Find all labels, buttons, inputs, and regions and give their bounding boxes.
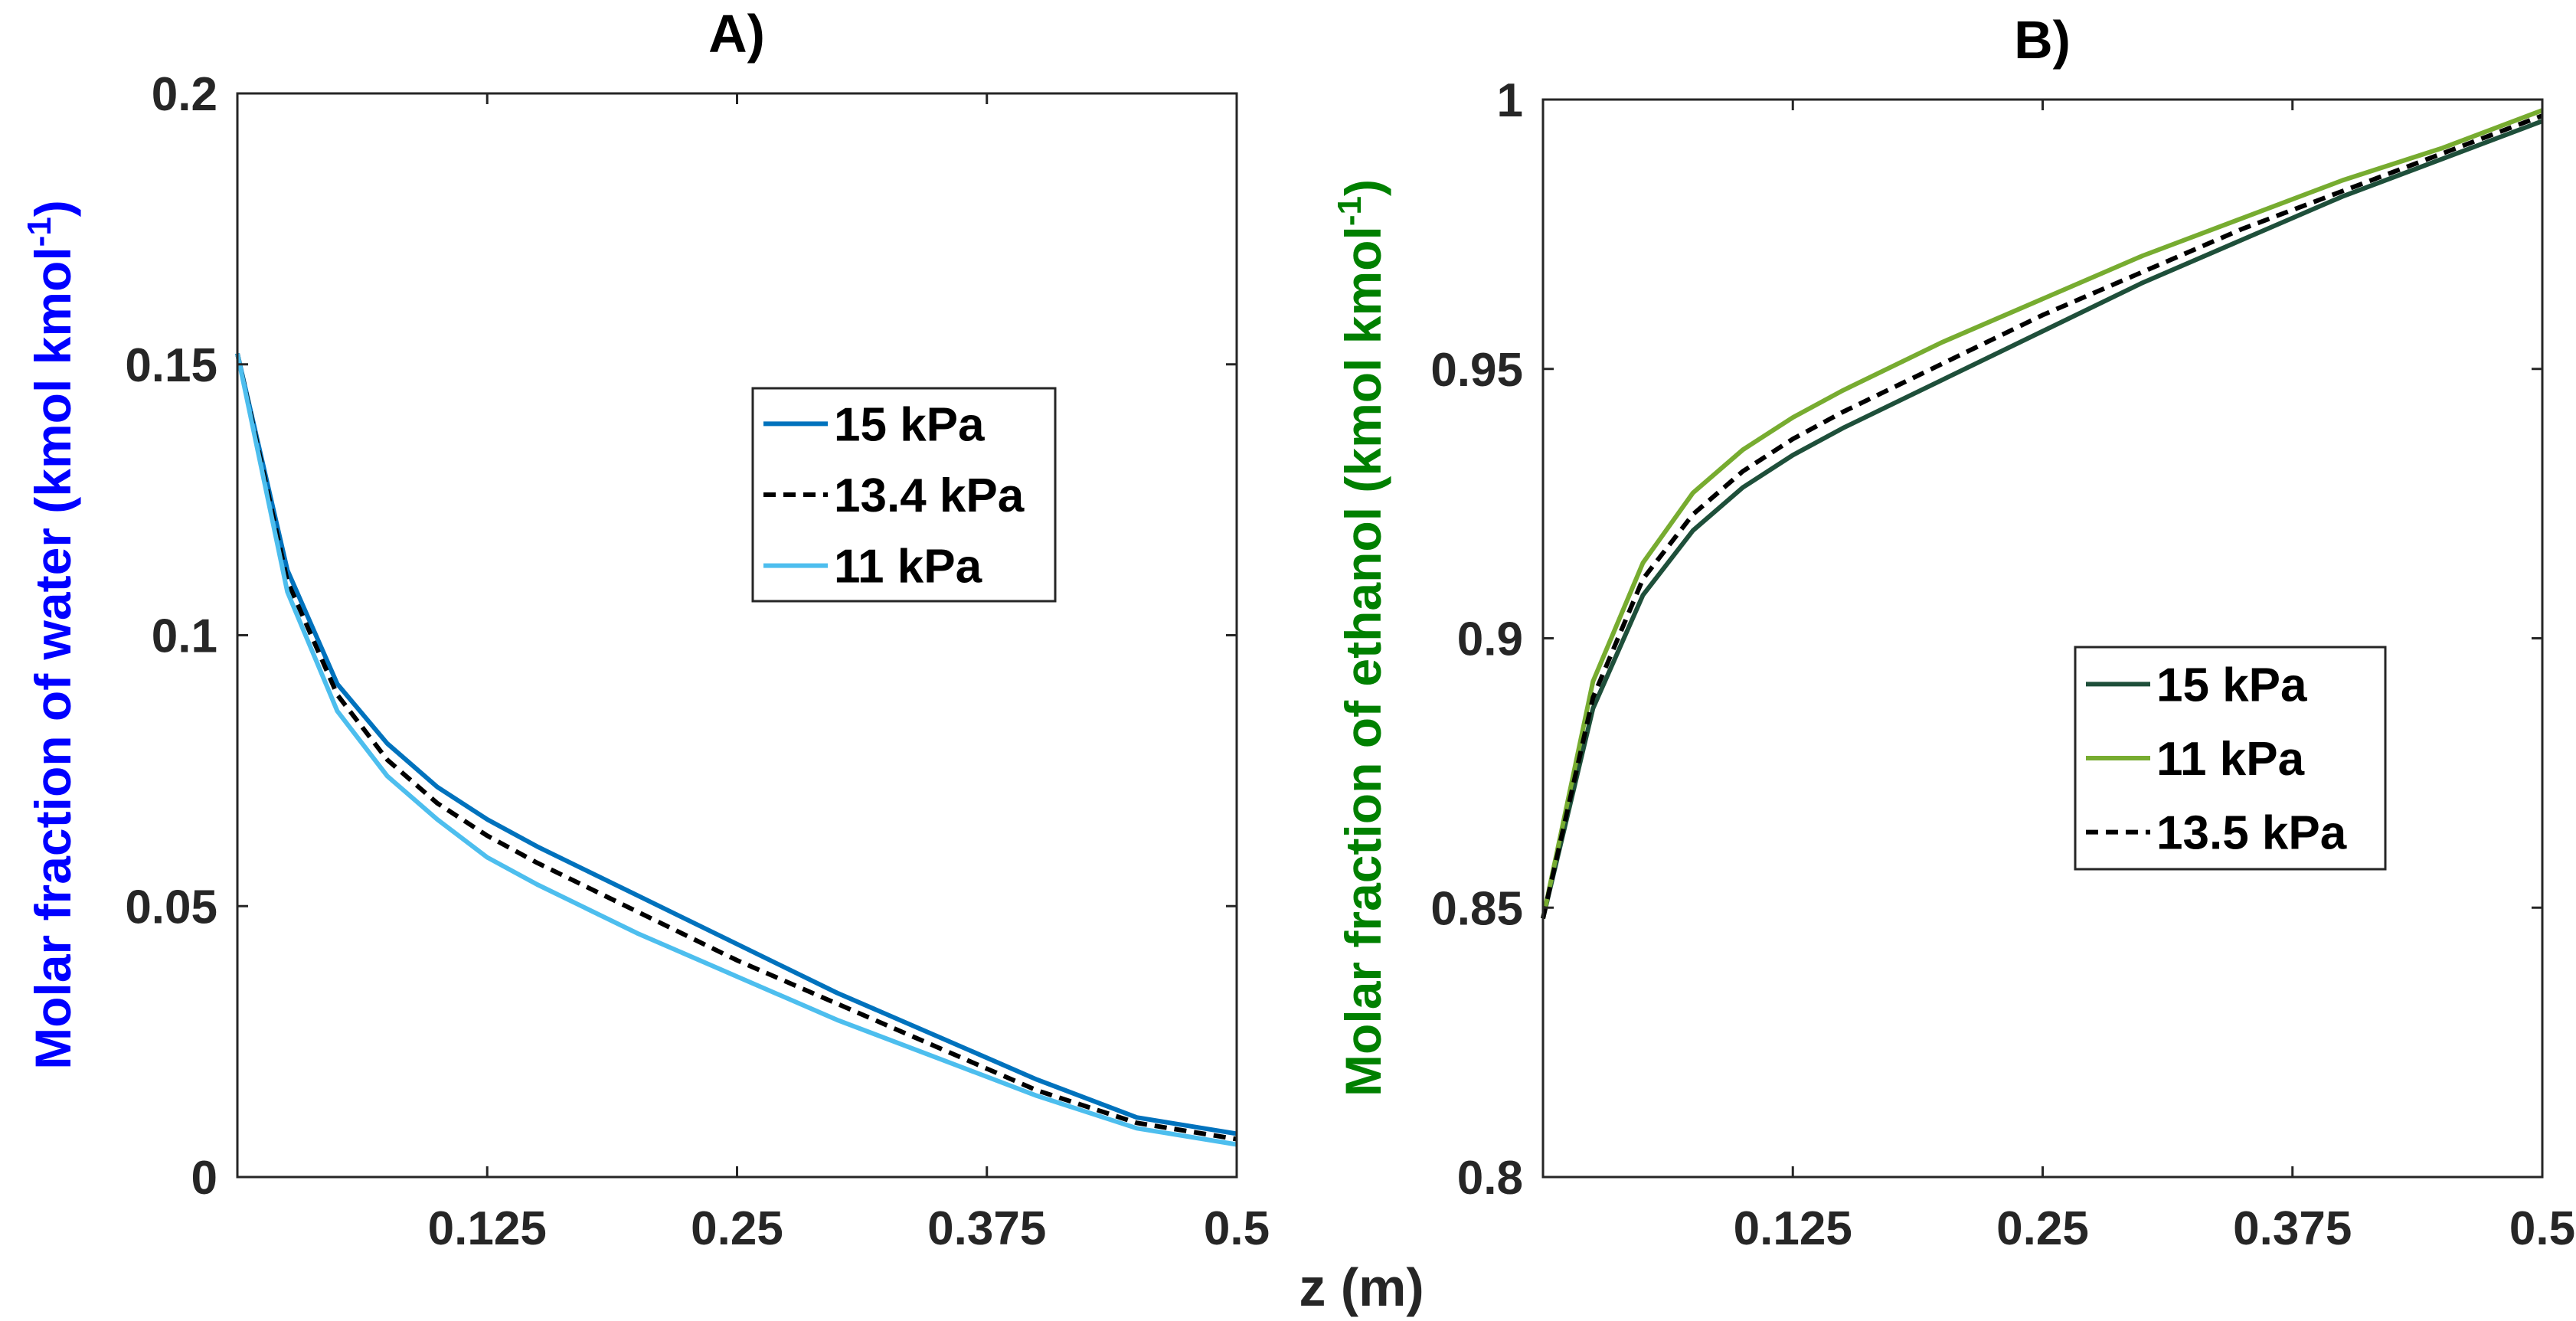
panel-b-series [1541, 108, 2544, 919]
panel-a-title: A) [708, 4, 765, 64]
panel-b-xtick-label: 0.25 [1996, 1202, 2089, 1255]
panel-a-ylabel: Molar fraction of water (kmol kmol-1) [21, 200, 81, 1070]
panel-b-series-line-2 [1541, 108, 2544, 919]
panel-a-xtick-label: 0.5 [1204, 1202, 1270, 1255]
panel-b-ytick-label: 1 [1497, 74, 1523, 127]
panel-b-xtick-label: 0.125 [1734, 1202, 1852, 1255]
panel-a-series-line-2 [235, 352, 1237, 1142]
panel-b-legend: 15 kPa 11 kPa 13.5 kPa [2074, 646, 2387, 871]
panel-b-ylabel: Molar fraction of ethanol (kmol kmol-1) [1331, 179, 1391, 1097]
panel-b-xtick-label: 0.375 [2233, 1202, 2352, 1255]
panel-b-xtick-label: 0.5 [2509, 1202, 2575, 1255]
panel-b-legend-label: 11 kPa [2156, 733, 2305, 786]
panel-b-series-line-3 [1541, 113, 2544, 919]
panel-a-xtick-label: 0.125 [428, 1202, 547, 1255]
panel-a-series-line-1 [235, 352, 1237, 1136]
panel-a-ytick-label: 0.1 [152, 610, 217, 663]
panel-a-legend-label: 11 kPa [834, 541, 982, 593]
panel-b-legend-label: 15 kPa [2156, 659, 2307, 711]
panel-b-ytick-label: 0.8 [1457, 1152, 1523, 1205]
panel-b-title: B) [2014, 10, 2071, 70]
panel-a-legend: 15 kPa 13.4 kPa 11 kPa [751, 387, 1057, 603]
panel-a-ticks: 0.125 0.25 0.375 0.5 0 0.05 0.1 0.15 0.2 [125, 68, 1270, 1255]
panel-a-ytick-label: 0.05 [125, 881, 217, 934]
panel-a-ytick-label: 0 [191, 1152, 217, 1205]
panel-a-xtick-label: 0.25 [691, 1202, 783, 1255]
panel-b-ytick-label: 0.9 [1457, 613, 1523, 666]
shared-xlabel: z (m) [1299, 1257, 1424, 1317]
panel-a-series-line-3 [235, 352, 1237, 1147]
panel-a: 0.125 0.25 0.375 0.5 0 0.05 0.1 0.15 0.2 A) Mola… [21, 4, 1270, 1255]
panel-b-legend-label: 13.5 kPa [2156, 807, 2347, 860]
panel-b: 0.125 0.25 0.375 0.5 0.8 0.85 0.9 0.95 1 B) Mola… [1331, 10, 2575, 1255]
panel-b-ytick-label: 0.95 [1430, 344, 1523, 397]
panel-b-series-line-1 [1541, 119, 2544, 919]
panel-a-ytick-label: 0.15 [125, 339, 217, 392]
panel-a-legend-label: 15 kPa [834, 398, 985, 451]
panel-a-ytick-label: 0.2 [152, 68, 217, 121]
panel-b-ticks: 0.125 0.25 0.375 0.5 0.8 0.85 0.9 0.95 1 [1430, 74, 2575, 1255]
panel-b-ytick-label: 0.85 [1430, 882, 1523, 935]
panel-a-legend-label: 13.4 kPa [834, 469, 1025, 522]
panel-a-series [235, 352, 1237, 1147]
panel-a-xtick-label: 0.375 [927, 1202, 1046, 1255]
